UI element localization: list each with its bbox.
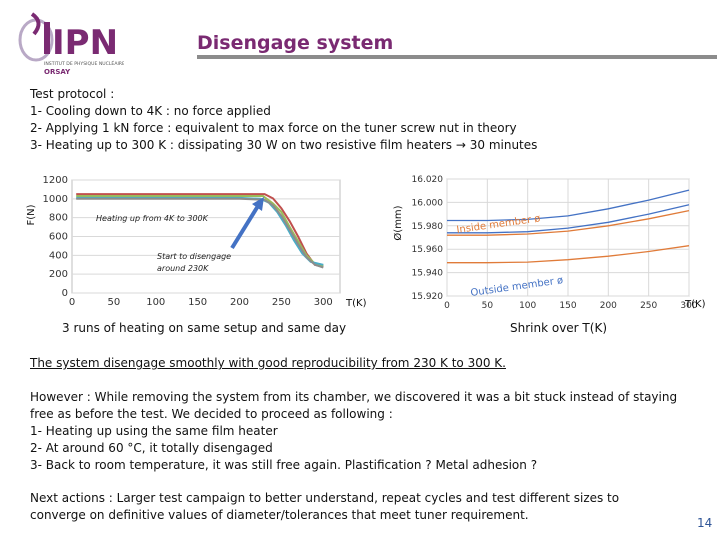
series-line-4 <box>76 197 324 269</box>
y-tick-label: 15.980 <box>412 222 444 232</box>
y-tick-label: 400 <box>49 250 68 261</box>
ipn-logo-graphic: IPN INSTITUT DE PHYSIQUE NUCLÉAIRE ORSAY <box>18 12 125 76</box>
y-axis-label: Ø(mm) <box>392 205 404 240</box>
y-tick-label: 200 <box>49 269 68 280</box>
summary-text: The system disengage smoothly with good … <box>30 356 506 370</box>
series-line-3 <box>447 209 690 236</box>
x-tick-label: 250 <box>272 297 291 308</box>
diameter-chart: 15.920 15.940 15.960 15.980 16.000 16.020 0 50 1… <box>385 168 715 323</box>
y-tick-label: 15.940 <box>412 269 444 279</box>
x-tick-label: 150 <box>188 297 207 308</box>
series-line-2 <box>76 195 324 267</box>
x-tick-label: 50 <box>482 301 494 311</box>
x-tick-label: 200 <box>230 297 249 308</box>
series-line-2 <box>447 204 690 234</box>
y-tick-label: 15.960 <box>412 245 444 255</box>
next-actions: Next actions : Larger test campaign to b… <box>30 491 620 522</box>
annotation-disengage-line2: around 230K <box>157 264 209 273</box>
y-tick-label: 1000 <box>43 194 68 205</box>
logo-line2: ORSAY <box>44 68 71 76</box>
page-title: Disengage system <box>197 32 394 54</box>
disengage-arrow-head <box>252 197 264 211</box>
y-tick-label: 16.020 <box>412 175 444 185</box>
protocol-step-3: 3- Heating up to 300 K : dissipating 30 … <box>30 138 538 152</box>
title-underline <box>197 55 717 59</box>
annotation-disengage-line1: Start to disengage <box>157 252 231 261</box>
y-tick-label: 0 <box>62 288 68 299</box>
y-tick-label: 1200 <box>43 175 68 186</box>
series-line-1 <box>447 189 690 222</box>
y-tick-label: 800 <box>49 213 68 224</box>
disengage-arrow-shaft <box>230 204 260 250</box>
y-tick-label: 15.920 <box>412 292 444 302</box>
x-axis-label: T(K) <box>345 298 367 309</box>
logo-line1: INSTITUT DE PHYSIQUE NUCLÉAIRE <box>44 59 124 67</box>
x-tick-label: 0 <box>444 301 450 311</box>
protocol-heading: Test protocol : <box>30 87 115 101</box>
series-line-4 <box>447 245 690 264</box>
x-tick-label: 100 <box>146 297 165 308</box>
x-tick-label: 200 <box>600 301 617 311</box>
x-tick-label: 50 <box>108 297 121 308</box>
page-number: 14 <box>697 516 713 530</box>
diameter-chart-svg: 15.920 15.940 15.960 15.980 16.000 16.020 0 50 1… <box>392 175 706 311</box>
x-axis-label: T(K) <box>684 299 706 310</box>
however-step-1: 1- Heating up using the same film heater <box>30 424 278 438</box>
chart2-caption: Shrink over T(K) <box>510 321 607 335</box>
y-tick-label: 16.000 <box>412 198 444 208</box>
y-tick-label: 600 <box>49 232 68 243</box>
protocol-step-2: 2- Applying 1 kN force : equivalent to m… <box>30 121 517 135</box>
ipn-logo: IPN INSTITUT DE PHYSIQUE NUCLÉAIRE ORSAY <box>14 8 125 80</box>
logo-brand: IPN <box>52 23 118 63</box>
however-step-3: 3- Back to room temperature, it was stil… <box>30 458 538 472</box>
x-tick-label: 100 <box>519 301 536 311</box>
test-protocol: Test protocol : 1- Cooling down to 4K : … <box>30 86 537 154</box>
however-step-2: 2- At around 60 °C, it totally disengage… <box>30 441 273 455</box>
x-tick-label: 300 <box>680 301 697 311</box>
protocol-step-1: 1- Cooling down to 4K : no force applied <box>30 104 271 118</box>
y-axis-label: F(N) <box>26 204 37 225</box>
annotation-heating: Heating up from 4K to 300K <box>96 214 209 223</box>
x-tick-label: 150 <box>559 301 576 311</box>
x-tick-label: 250 <box>640 301 657 311</box>
force-chart-svg: 0 200 400 600 800 1000 1200 0 50 100 150 200 250 300 T… <box>26 175 367 309</box>
however-lead: However : While removing the system from… <box>30 390 678 421</box>
however-paragraph: However : While removing the system from… <box>30 389 695 474</box>
x-tick-label: 300 <box>314 297 333 308</box>
x-tick-label: 0 <box>69 297 75 308</box>
force-chart: 0 200 400 600 800 1000 1200 0 50 100 150 200 250 300 T… <box>20 170 380 320</box>
chart1-caption: 3 runs of heating on same setup and same… <box>62 321 347 335</box>
